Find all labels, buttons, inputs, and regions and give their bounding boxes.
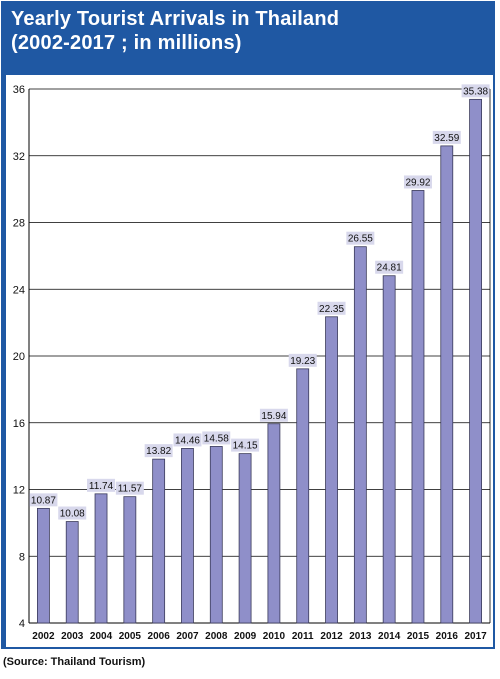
data-label-bg xyxy=(144,444,173,458)
y-tick-label: 36 xyxy=(13,84,25,96)
data-label-bg xyxy=(432,130,461,144)
data-label-bg xyxy=(58,506,87,520)
y-tick-label: 16 xyxy=(13,418,25,430)
y-tick-label: 28 xyxy=(13,218,25,230)
data-label: 15.94 xyxy=(261,411,286,422)
chart-title-block: Yearly Tourist Arrivals in Thailand (200… xyxy=(11,7,339,55)
data-label: 22.35 xyxy=(319,304,344,315)
data-label: 11.74 xyxy=(89,481,114,492)
data-label: 32.59 xyxy=(434,133,459,144)
data-label-bg xyxy=(29,493,58,507)
data-label: 19.23 xyxy=(290,356,315,367)
bar-2007 xyxy=(181,448,194,624)
bar-2002 xyxy=(37,507,50,624)
data-label: 26.55 xyxy=(348,234,373,245)
bar-2008 xyxy=(209,446,223,624)
data-label: 10.08 xyxy=(60,509,85,520)
bar-2013 xyxy=(353,246,367,624)
bar-2003 xyxy=(65,521,79,624)
data-label: 14.15 xyxy=(233,441,258,452)
x-tick-label: 2005 xyxy=(119,631,142,642)
x-tick-label: 2010 xyxy=(263,631,286,642)
x-tick-label: 2008 xyxy=(205,631,228,642)
data-label: 29.92 xyxy=(405,177,430,188)
data-label-bg xyxy=(87,478,116,492)
bar-2017 xyxy=(469,98,482,624)
data-label-bg xyxy=(231,438,260,452)
x-tick-label: 2003 xyxy=(61,631,84,642)
x-tick-label: 2017 xyxy=(464,631,487,642)
x-tick-label: 2009 xyxy=(234,631,257,642)
bar-2016 xyxy=(440,145,454,624)
bar-2006 xyxy=(152,458,166,624)
data-label-bg xyxy=(259,408,288,422)
data-label: 35.38 xyxy=(463,86,488,97)
y-tick-label: 20 xyxy=(13,351,25,363)
data-label-bg xyxy=(317,301,346,315)
bar-2011 xyxy=(296,368,310,624)
x-tick-label: 2013 xyxy=(349,631,372,642)
x-tick-label: 2014 xyxy=(378,631,401,642)
data-label-bg xyxy=(461,84,490,98)
data-label: 14.58 xyxy=(204,433,229,444)
bar-2005 xyxy=(123,496,137,624)
chart-title: Yearly Tourist Arrivals in Thailand xyxy=(11,8,340,30)
x-tick-label: 2012 xyxy=(320,631,343,642)
x-tick-label: 2016 xyxy=(436,631,459,642)
y-tick-label: 4 xyxy=(19,618,25,630)
data-label-bg xyxy=(375,260,404,274)
y-tick-label: 24 xyxy=(13,284,25,296)
x-tick-label: 2006 xyxy=(148,631,171,642)
source-note: (Source: Thailand Tourism) xyxy=(3,656,146,668)
bar-2014 xyxy=(382,275,396,624)
data-label-bg xyxy=(346,231,375,245)
y-tick-label: 32 xyxy=(13,151,25,163)
data-label-bg xyxy=(403,175,432,189)
plot-panel: 4 8 12 16 20 24 28 32 36 10.87 2002 10.08 2003 11.74 2… xyxy=(6,75,493,647)
bar-2015 xyxy=(411,190,425,624)
x-tick-label: 2002 xyxy=(32,631,55,642)
x-tick-label: 2015 xyxy=(407,631,430,642)
data-label-bg xyxy=(288,353,317,367)
data-label-bg xyxy=(115,481,144,495)
x-tick-label: 2004 xyxy=(90,631,113,642)
data-label-bg xyxy=(173,433,202,447)
x-tick-label: 2007 xyxy=(176,631,199,642)
y-tick-label: 12 xyxy=(13,485,25,497)
bar-2004 xyxy=(94,493,108,624)
chart-subtitle: (2002-2017 ; in millions) xyxy=(11,32,242,54)
chart-frame: Yearly Tourist Arrivals in Thailand (200… xyxy=(1,1,495,649)
data-label: 11.57 xyxy=(118,484,143,495)
bar-chart: 4 8 12 16 20 24 28 32 36 10.87 2002 10.08 2003 11.74 2… xyxy=(13,84,491,642)
y-tick-label: 8 xyxy=(19,551,25,563)
data-label-bg xyxy=(202,431,231,445)
bar-2012 xyxy=(325,316,338,624)
data-label: 10.87 xyxy=(31,495,56,506)
bar-2009 xyxy=(238,453,252,624)
data-label: 13.82 xyxy=(146,446,171,457)
bar-2010 xyxy=(267,423,281,624)
x-tick-label: 2011 xyxy=(292,631,314,642)
data-label: 24.81 xyxy=(377,263,402,274)
data-label: 14.46 xyxy=(175,435,200,446)
